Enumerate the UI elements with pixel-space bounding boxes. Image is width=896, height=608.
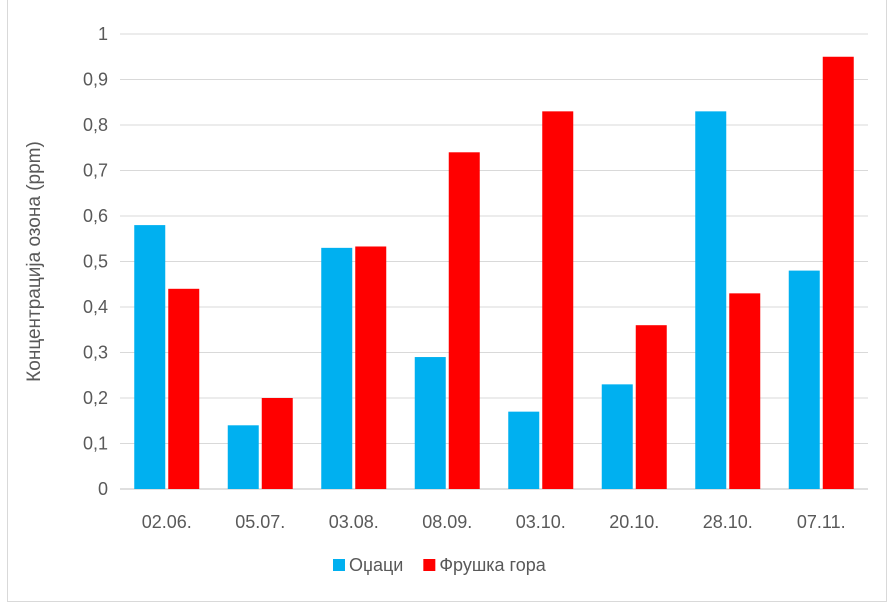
bar-series2: [822, 56, 854, 489]
x-tick-label: 28.10.: [703, 512, 753, 532]
bar-series1: [788, 270, 820, 489]
y-tick-label: 0,6: [83, 206, 108, 226]
legend-label: Фрушка гора: [439, 555, 546, 575]
x-tick-label: 05.07.: [235, 512, 285, 532]
bar-series1: [508, 411, 540, 489]
bar-series2: [542, 111, 574, 489]
x-tick-label: 08.09.: [422, 512, 472, 532]
x-tick-label: 03.10.: [516, 512, 566, 532]
bar-series2: [448, 152, 480, 490]
y-tick-label: 0,3: [83, 343, 108, 363]
bar-series2: [729, 293, 761, 489]
x-tick-label: 20.10.: [609, 512, 659, 532]
bar-series1: [321, 247, 353, 489]
legend-label: Оџаци: [349, 555, 403, 575]
y-tick-label: 0,7: [83, 161, 108, 181]
bar-series1: [601, 384, 633, 489]
legend-swatch: [423, 559, 436, 571]
bar-series2: [355, 246, 387, 489]
bar-series1: [414, 357, 446, 489]
bar-series1: [227, 425, 259, 489]
bar-series1: [695, 111, 727, 489]
y-tick-label: 0,5: [83, 252, 108, 272]
y-tick-label: 0: [98, 479, 108, 499]
y-tick-label: 0,4: [83, 297, 108, 317]
y-tick-label: 0,2: [83, 388, 108, 408]
x-tick-label: 02.06.: [142, 512, 192, 532]
bar-series2: [261, 398, 293, 489]
legend-swatch: [333, 559, 345, 571]
y-tick-label: 0,8: [83, 115, 108, 135]
x-tick-label: 03.08.: [329, 512, 379, 532]
bar-series1: [134, 225, 166, 489]
y-tick-label: 0,9: [83, 70, 108, 90]
y-tick-label: 0,1: [83, 434, 108, 454]
x-tick-label: 07.11.: [797, 512, 846, 532]
bar-series2: [635, 325, 667, 489]
y-tick-label: 1: [98, 24, 108, 44]
bar-series2: [168, 288, 200, 489]
y-axis-title: Концентрација озона (ppm): [24, 141, 45, 382]
